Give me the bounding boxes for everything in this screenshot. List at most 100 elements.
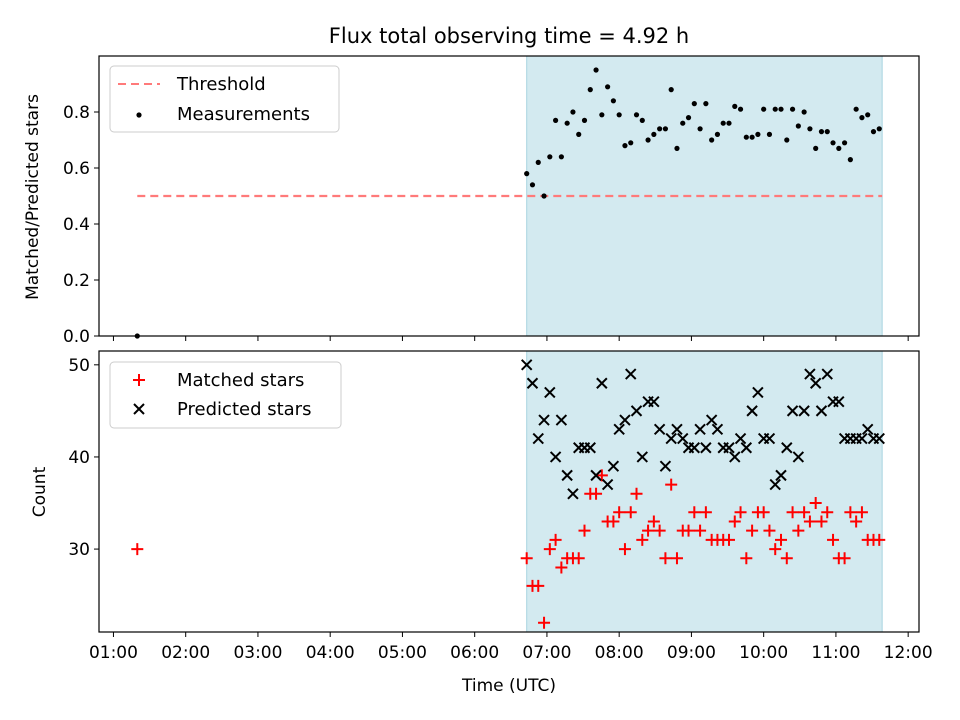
- ratio-axes-frame: [98, 55, 920, 337]
- count-y-tick-label: 50: [68, 356, 90, 376]
- predicted-star-point: [792, 451, 805, 463]
- predicted-star-point: [665, 432, 677, 445]
- predicted-star-point: [532, 432, 544, 445]
- predicted-star-point: [711, 423, 724, 436]
- measurement-point: [645, 137, 651, 143]
- measurement-point: [616, 112, 622, 118]
- predicted-star-point: [590, 469, 602, 482]
- measurement-point: [599, 112, 605, 118]
- matched-star-point: [670, 552, 683, 565]
- measurement-point: [755, 131, 761, 137]
- measurement-point: [541, 193, 547, 199]
- matched-star-point: [855, 506, 868, 519]
- measurement-point: [865, 112, 871, 118]
- measurement-point: [662, 126, 669, 132]
- measurement-point: [587, 87, 593, 93]
- predicted-star-point: [625, 368, 637, 380]
- measurement-point: [651, 131, 657, 137]
- matched-star-point: [844, 506, 857, 519]
- measurement-point: [703, 101, 709, 107]
- matched-star-point: [659, 552, 672, 565]
- count-y-axis-label: Count: [30, 466, 50, 517]
- matched-star-point: [688, 506, 701, 519]
- predicted-star-point: [601, 478, 614, 491]
- ratio-y-tick-label: 0.8: [63, 103, 90, 123]
- predicted-star-point: [763, 432, 776, 445]
- predicted-star-point: [694, 423, 706, 436]
- measurement-point: [824, 129, 830, 135]
- measurement-point: [859, 115, 865, 121]
- matched-star-point: [821, 506, 834, 519]
- predicted-star-point: [781, 442, 793, 454]
- measurement-point: [737, 106, 744, 112]
- predicted-star-point: [636, 451, 649, 463]
- measurement-point: [732, 103, 738, 109]
- measurement-point: [772, 106, 778, 112]
- predicted-star-point: [723, 442, 735, 454]
- measurement-point: [841, 140, 848, 146]
- predicted-star-point: [584, 442, 596, 454]
- matched-star-point: [590, 487, 603, 500]
- measurement-point: [876, 126, 882, 132]
- ratio-plot-area: [134, 67, 883, 339]
- predicted-star-point: [653, 423, 666, 436]
- ratio-y-tick-label: 0.4: [63, 215, 90, 235]
- measurement-point: [714, 131, 721, 137]
- matched-star-point: [572, 552, 585, 565]
- matched-star-point: [549, 533, 562, 546]
- measurement-point: [749, 134, 755, 140]
- count-plot-area: [131, 359, 886, 629]
- measurement-point: [680, 120, 686, 126]
- legend-measurements-label: Measurements: [177, 104, 310, 125]
- measurement-point: [784, 137, 790, 143]
- matched-star-point: [838, 552, 851, 565]
- matched-star-point: [694, 524, 707, 537]
- x-tick-label: 01:00: [89, 643, 138, 663]
- measurement-point: [807, 126, 813, 132]
- measurement-point: [558, 154, 564, 160]
- measurement-point: [668, 87, 674, 93]
- matched-star-point: [520, 552, 533, 565]
- predicted-star-point: [549, 451, 562, 463]
- matched-star-point: [647, 515, 660, 528]
- x-tick-label: 03:00: [233, 643, 282, 663]
- matched-star-point: [624, 506, 637, 519]
- predicted-star-point: [671, 423, 683, 436]
- matched-star-point: [538, 616, 551, 629]
- panel-ratio: 0.00.20.40.60.8 Matched/Predicted stars …: [23, 55, 920, 347]
- measurement-point: [524, 171, 530, 177]
- predicted-star-point: [596, 377, 608, 389]
- measurement-point: [535, 159, 541, 165]
- predicted-star-point: [705, 414, 718, 426]
- predicted-star-point: [729, 451, 741, 463]
- predicted-star-point: [786, 405, 799, 417]
- ratio-x-ticks: [112, 336, 909, 341]
- measurement-point: [657, 126, 663, 132]
- matched-star-point: [873, 533, 886, 546]
- matched-star-point: [792, 524, 805, 537]
- ratio-y-tick-label: 0.6: [63, 159, 90, 179]
- measurement-point: [761, 106, 767, 112]
- matched-star-point: [642, 524, 655, 537]
- predicted-star-point: [775, 469, 787, 482]
- measurement-point: [628, 140, 634, 146]
- matched-star-point: [803, 515, 816, 528]
- x-axis-label: Time (UTC): [461, 676, 556, 696]
- measurement-point: [622, 143, 628, 149]
- measurement-point: [529, 182, 536, 188]
- legend-measurements-swatch: [136, 112, 142, 118]
- measurement-point: [547, 154, 553, 160]
- matched-star-point: [786, 506, 799, 519]
- measurement-point: [813, 145, 819, 151]
- measurement-point: [709, 137, 715, 143]
- matched-star-point: [850, 515, 863, 528]
- matched-star-point: [595, 469, 608, 482]
- matched-star-point: [809, 497, 822, 510]
- predicted-star-point: [861, 423, 874, 436]
- legend-predicted-swatch: [133, 403, 145, 415]
- measurement-point: [674, 145, 680, 151]
- x-tick-label: 06:00: [450, 643, 499, 663]
- legend-matched-label: Matched stars: [177, 370, 304, 391]
- observing-span-bottom: [526, 350, 883, 633]
- predicted-star-point: [659, 460, 672, 472]
